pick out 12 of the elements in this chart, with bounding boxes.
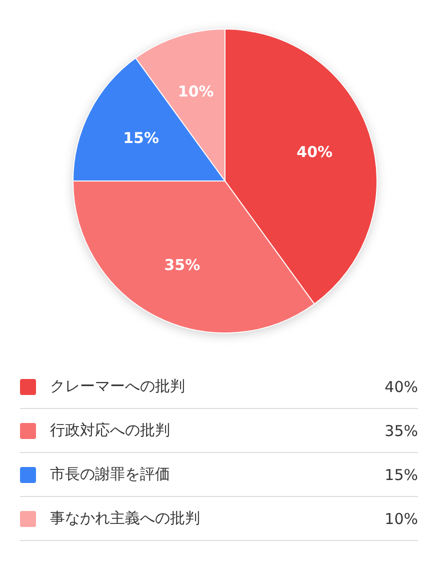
data-label: 10% [178, 82, 214, 100]
legend-label: クレーマーへの批判 [50, 377, 186, 396]
data-label: 15% [123, 129, 159, 148]
legend-label: 市長の謝罪を評価 [50, 465, 171, 484]
data-label: 40% [296, 142, 333, 161]
legend-label: 事なかれ主義への批判 [50, 509, 201, 528]
text: 35% [384, 422, 418, 440]
data-label: 35% [164, 256, 200, 274]
text: 10% [384, 510, 418, 528]
legend-label: 行政対応への批判 [50, 421, 171, 440]
text: 40% [384, 378, 418, 396]
text: 15% [384, 466, 418, 484]
